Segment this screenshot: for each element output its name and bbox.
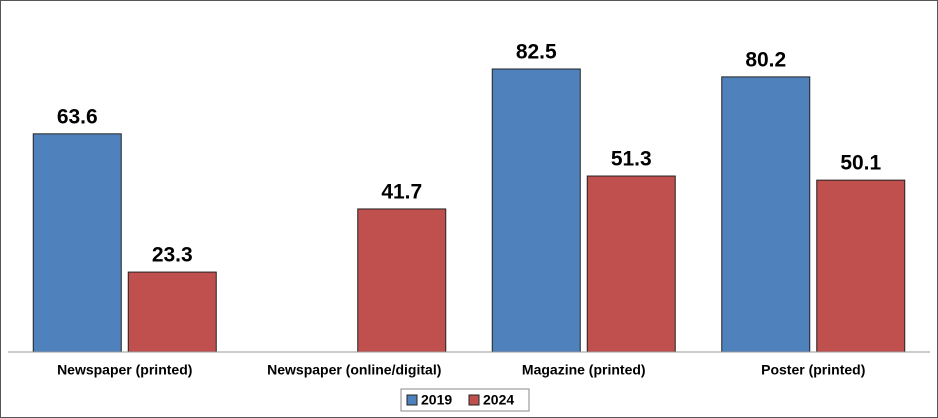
bar bbox=[586, 175, 676, 353]
value-label: 63.6 bbox=[57, 105, 98, 128]
value-label: 82.5 bbox=[516, 41, 557, 64]
legend-label: 2024 bbox=[483, 392, 514, 408]
x-tick-label: Newspaper (printed) bbox=[57, 362, 192, 378]
bar bbox=[357, 208, 447, 353]
x-tick-label: Newspaper (online/digital) bbox=[267, 362, 441, 378]
legend-swatch bbox=[468, 394, 480, 406]
bar bbox=[32, 133, 122, 353]
bar bbox=[491, 68, 581, 353]
value-label: 80.2 bbox=[745, 48, 786, 71]
bar bbox=[127, 271, 217, 353]
legend-label: 2019 bbox=[421, 392, 452, 408]
legend-frame bbox=[400, 388, 530, 412]
x-tick-label: Poster (printed) bbox=[761, 362, 865, 378]
bar bbox=[721, 76, 811, 353]
value-label: 23.3 bbox=[152, 244, 193, 267]
value-label: 50.1 bbox=[840, 152, 881, 175]
value-label: 41.7 bbox=[381, 181, 422, 204]
legend-swatch bbox=[406, 394, 418, 406]
value-label: 51.3 bbox=[611, 148, 652, 171]
bar bbox=[816, 179, 906, 353]
x-tick-label: Magazine (printed) bbox=[522, 362, 646, 378]
